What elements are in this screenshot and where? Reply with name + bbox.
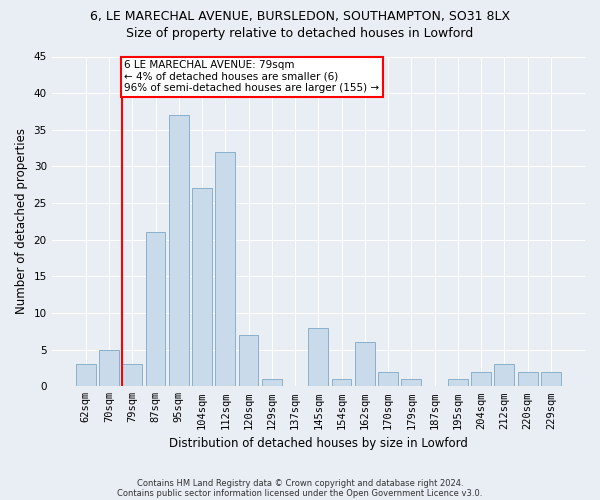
Text: Contains public sector information licensed under the Open Government Licence v3: Contains public sector information licen… <box>118 488 482 498</box>
Bar <box>169 115 188 386</box>
Bar <box>471 372 491 386</box>
Bar <box>332 379 352 386</box>
Bar <box>378 372 398 386</box>
Bar <box>518 372 538 386</box>
Text: 6, LE MARECHAL AVENUE, BURSLEDON, SOUTHAMPTON, SO31 8LX: 6, LE MARECHAL AVENUE, BURSLEDON, SOUTHA… <box>90 10 510 23</box>
Bar <box>494 364 514 386</box>
Bar <box>448 379 468 386</box>
Bar <box>99 350 119 387</box>
Bar <box>308 328 328 386</box>
X-axis label: Distribution of detached houses by size in Lowford: Distribution of detached houses by size … <box>169 437 468 450</box>
Bar <box>76 364 95 386</box>
Bar <box>146 232 166 386</box>
Bar <box>122 364 142 386</box>
Bar <box>401 379 421 386</box>
Text: Size of property relative to detached houses in Lowford: Size of property relative to detached ho… <box>127 28 473 40</box>
Bar <box>541 372 561 386</box>
Text: Contains HM Land Registry data © Crown copyright and database right 2024.: Contains HM Land Registry data © Crown c… <box>137 478 463 488</box>
Bar <box>192 188 212 386</box>
Y-axis label: Number of detached properties: Number of detached properties <box>15 128 28 314</box>
Bar <box>239 335 259 386</box>
Bar <box>215 152 235 386</box>
Bar <box>262 379 282 386</box>
Bar <box>355 342 375 386</box>
Text: 6 LE MARECHAL AVENUE: 79sqm
← 4% of detached houses are smaller (6)
96% of semi-: 6 LE MARECHAL AVENUE: 79sqm ← 4% of deta… <box>124 60 379 94</box>
